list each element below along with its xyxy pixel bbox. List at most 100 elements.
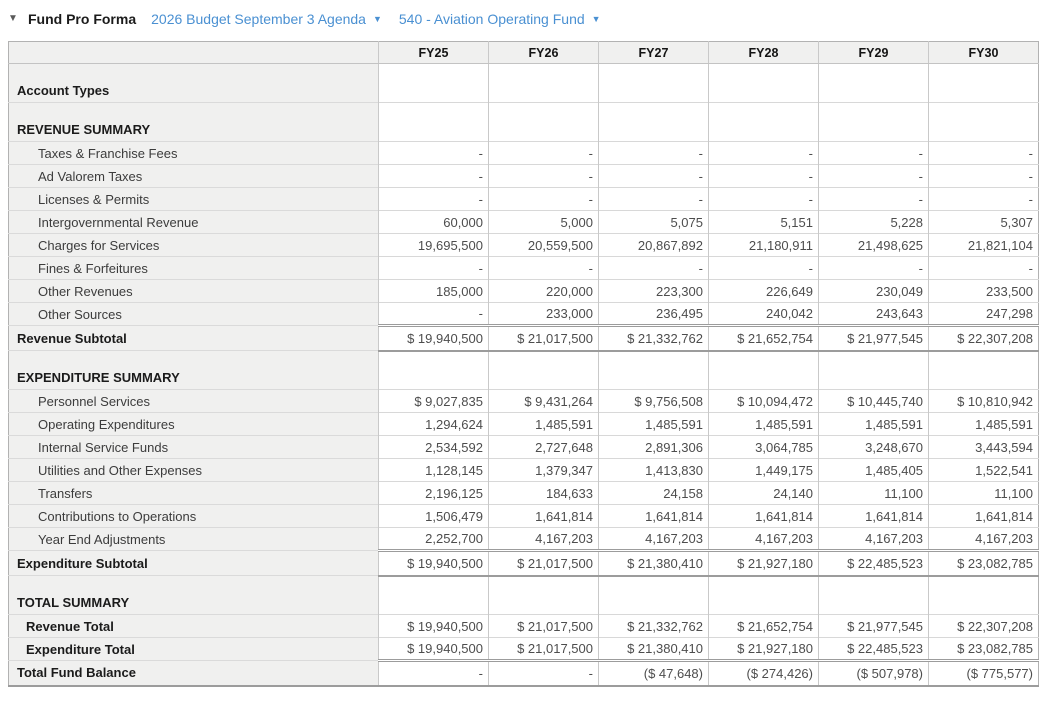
cell-expenditure-subtotal-fy25: $ 19,940,500 (378, 549, 489, 577)
cell-charges-for-services-fy30: 21,821,104 (928, 233, 1039, 257)
cell-other-sources-fy28: 240,042 (708, 302, 819, 326)
cell-expenditure-summary-fy27 (598, 350, 709, 390)
report-toolbar: ▼ Fund Pro Forma 2026 Budget September 3… (8, 9, 1042, 28)
cell-taxes-franchise-fees-fy28: - (708, 141, 819, 165)
table-row-charges-for-services: Charges for Services 19,695,500 20,559,500… (8, 233, 1039, 257)
row-label: Other Sources (8, 302, 379, 326)
cell-account-types-fy26 (488, 63, 599, 103)
cell-revenue-subtotal-fy25: $ 19,940,500 (378, 324, 489, 352)
fund-selector-dropdown[interactable]: 540 - Aviation Operating Fund ▼ (399, 11, 601, 27)
row-label: Account Types (8, 63, 379, 103)
table-row-transfers: Transfers 2,196,125 184,633 24,158 24,140 11,… (8, 481, 1039, 505)
cell-licenses-permits-fy27: - (598, 187, 709, 211)
cell-revenue-subtotal-fy28: $ 21,652,754 (708, 324, 819, 352)
row-label: Contributions to Operations (8, 504, 379, 528)
cell-operating-expenditures-fy25: 1,294,624 (378, 412, 489, 436)
row-label: Revenue Subtotal (8, 325, 379, 351)
cell-expenditure-subtotal-fy29: $ 22,485,523 (818, 549, 929, 577)
cell-expenditure-summary-fy28 (708, 350, 819, 390)
row-label: Revenue Total (8, 614, 379, 638)
row-label: Total Fund Balance (8, 660, 379, 687)
cell-transfers-fy27: 24,158 (598, 481, 709, 505)
cell-charges-for-services-fy27: 20,867,892 (598, 233, 709, 257)
cell-personnel-services-fy29: $ 10,445,740 (818, 389, 929, 413)
table-row-revenue-subtotal: Revenue Subtotal $ 19,940,500 $ 21,017,500… (8, 324, 1039, 352)
cell-taxes-franchise-fees-fy30: - (928, 141, 1039, 165)
cell-charges-for-services-fy25: 19,695,500 (378, 233, 489, 257)
cell-expenditure-summary-fy26 (488, 350, 599, 390)
table-row-revenue-summary: REVENUE SUMMARY (8, 102, 1039, 142)
cell-intergovernmental-revenue-fy26: 5,000 (488, 210, 599, 234)
cell-internal-service-funds-fy28: 3,064,785 (708, 435, 819, 459)
row-label: Taxes & Franchise Fees (8, 141, 379, 165)
cell-charges-for-services-fy28: 21,180,911 (708, 233, 819, 257)
row-label: Fines & Forfeitures (8, 256, 379, 280)
budget-selector-dropdown[interactable]: 2026 Budget September 3 Agenda ▼ (151, 11, 382, 27)
budget-selector-label: 2026 Budget September 3 Agenda (151, 10, 366, 27)
cell-transfers-fy28: 24,140 (708, 481, 819, 505)
cell-total-summary-fy25 (378, 575, 489, 615)
cell-utilities-and-other-expenses-fy29: 1,485,405 (818, 458, 929, 482)
table-row-internal-service-funds: Internal Service Funds 2,534,592 2,727,648… (8, 435, 1039, 459)
table-row-expenditure-total: Expenditure Total $ 19,940,500 $ 21,017,50… (8, 637, 1039, 662)
table-row-other-sources: Other Sources -233,000 236,495 240,042 243,6… (8, 302, 1039, 326)
table-row-utilities-and-other-expenses: Utilities and Other Expenses 1,128,145 1,3… (8, 458, 1039, 482)
cell-other-revenues-fy28: 226,649 (708, 279, 819, 303)
row-label: Utilities and Other Expenses (8, 458, 379, 482)
row-label: Charges for Services (8, 233, 379, 257)
cell-expenditure-total-fy26: $ 21,017,500 (488, 637, 599, 662)
cell-year-end-adjustments-fy29: 4,167,203 (818, 527, 929, 551)
cell-revenue-summary-fy25 (378, 102, 489, 142)
cell-other-sources-fy30: 247,298 (928, 302, 1039, 326)
cell-fines-forfeitures-fy29: - (818, 256, 929, 280)
cell-other-revenues-fy27: 223,300 (598, 279, 709, 303)
cell-year-end-adjustments-fy30: 4,167,203 (928, 527, 1039, 551)
row-label: Year End Adjustments (8, 527, 379, 551)
cell-other-revenues-fy29: 230,049 (818, 279, 929, 303)
row-label: Licenses & Permits (8, 187, 379, 211)
cell-contributions-to-operations-fy27: 1,641,814 (598, 504, 709, 528)
cell-ad-valorem-taxes-fy30: - (928, 164, 1039, 188)
cell-operating-expenditures-fy30: 1,485,591 (928, 412, 1039, 436)
cell-personnel-services-fy30: $ 10,810,942 (928, 389, 1039, 413)
cell-intergovernmental-revenue-fy29: 5,228 (818, 210, 929, 234)
table-row-expenditure-summary: EXPENDITURE SUMMARY (8, 350, 1039, 390)
row-label: Internal Service Funds (8, 435, 379, 459)
cell-year-end-adjustments-fy28: 4,167,203 (708, 527, 819, 551)
cell-other-revenues-fy30: 233,500 (928, 279, 1039, 303)
cell-total-summary-fy26 (488, 575, 599, 615)
cell-ad-valorem-taxes-fy28: - (708, 164, 819, 188)
cell-revenue-subtotal-fy30: $ 22,307,208 (928, 324, 1039, 352)
cell-transfers-fy30: 11,100 (928, 481, 1039, 505)
cell-revenue-total-fy30: $ 22,307,208 (928, 614, 1039, 638)
cell-total-fund-balance-fy28: ($ 274,426) (708, 660, 819, 687)
cell-expenditure-summary-fy30 (928, 350, 1039, 390)
cell-account-types-fy27 (598, 63, 709, 103)
row-label: TOTAL SUMMARY (8, 575, 379, 615)
cell-contributions-to-operations-fy30: 1,641,814 (928, 504, 1039, 528)
cell-revenue-total-fy28: $ 21,652,754 (708, 614, 819, 638)
cell-licenses-permits-fy25: - (378, 187, 489, 211)
cell-utilities-and-other-expenses-fy28: 1,449,175 (708, 458, 819, 482)
cell-fines-forfeitures-fy26: - (488, 256, 599, 280)
collapse-section-icon[interactable]: ▼ (8, 12, 18, 24)
column-header-fy30: FY30 (928, 41, 1039, 64)
cell-internal-service-funds-fy27: 2,891,306 (598, 435, 709, 459)
cell-total-fund-balance-fy25: - (378, 660, 489, 687)
row-label: Intergovernmental Revenue (8, 210, 379, 234)
cell-operating-expenditures-fy28: 1,485,591 (708, 412, 819, 436)
cell-total-fund-balance-fy26: - (488, 660, 599, 687)
table-row-intergovernmental-revenue: Intergovernmental Revenue 60,000 5,000 5,07… (8, 210, 1039, 234)
table-row-licenses-permits: Licenses & Permits - - - - - - (8, 187, 1039, 211)
cell-expenditure-total-fy25: $ 19,940,500 (378, 637, 489, 662)
row-label: REVENUE SUMMARY (8, 102, 379, 142)
column-header-fy27: FY27 (598, 41, 709, 64)
row-label: Expenditure Total (8, 637, 379, 661)
cell-taxes-franchise-fees-fy25: - (378, 141, 489, 165)
cell-charges-for-services-fy29: 21,498,625 (818, 233, 929, 257)
cell-expenditure-subtotal-fy28: $ 21,927,180 (708, 549, 819, 577)
table-row-other-revenues: Other Revenues 185,000 220,000 223,300 226,6… (8, 279, 1039, 303)
cell-contributions-to-operations-fy26: 1,641,814 (488, 504, 599, 528)
cell-revenue-summary-fy30 (928, 102, 1039, 142)
cell-ad-valorem-taxes-fy29: - (818, 164, 929, 188)
